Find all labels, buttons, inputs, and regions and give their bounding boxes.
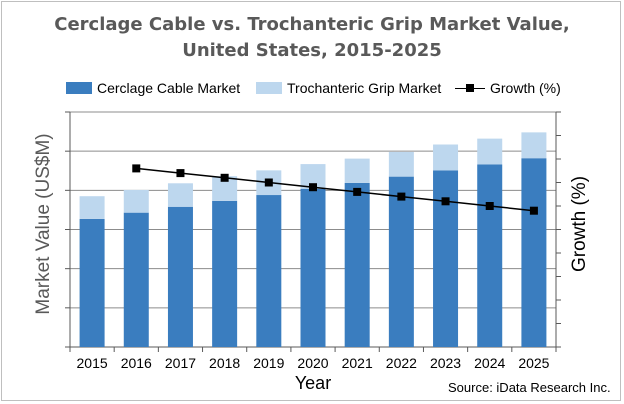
chart-title-line1: Cerclage Cable vs. Trochanteric Grip Mar… bbox=[54, 14, 570, 35]
bar-cerclage-2021 bbox=[344, 182, 370, 347]
x-tick-label-2016: 2016 bbox=[121, 355, 152, 371]
bar-cerclage-2017 bbox=[167, 206, 193, 347]
growth-marker bbox=[220, 173, 229, 182]
growth-marker bbox=[264, 178, 273, 187]
bar-cerclage-2025 bbox=[521, 158, 547, 347]
bar-cerclage-2020 bbox=[300, 188, 326, 347]
x-tick-label-2021: 2021 bbox=[342, 355, 373, 371]
legend-swatch-growth bbox=[455, 82, 485, 94]
growth-marker bbox=[176, 169, 185, 178]
growth-marker bbox=[309, 183, 317, 192]
bar-trochanteric-2016 bbox=[123, 189, 149, 213]
bar-trochanteric-2024 bbox=[477, 138, 503, 165]
x-axis-label: Year bbox=[294, 373, 332, 393]
bar-trochanteric-2021 bbox=[344, 158, 370, 183]
bar-cerclage-2022 bbox=[388, 176, 414, 347]
chart-title-line2: United States, 2015-2025 bbox=[182, 40, 442, 61]
growth-marker bbox=[485, 202, 494, 210]
bar-trochanteric-2023 bbox=[433, 144, 459, 171]
growth-line bbox=[136, 167, 534, 212]
x-tick-label-2024: 2024 bbox=[474, 355, 505, 371]
legend-swatch-cerclage bbox=[66, 82, 92, 94]
bar-cerclage-2016 bbox=[123, 212, 149, 347]
bar-cerclage-2023 bbox=[433, 170, 459, 347]
x-tick-label-2018: 2018 bbox=[209, 355, 240, 371]
legend-label-cerclage: Cerclage Cable Market bbox=[97, 80, 241, 96]
source-note: Source: iData Research Inc. bbox=[448, 380, 611, 395]
legend-label-trochanteric: Trochanteric Grip Market bbox=[287, 80, 442, 96]
growth-marker bbox=[529, 206, 538, 215]
legend-swatch-trochanteric bbox=[256, 82, 282, 94]
growth-marker bbox=[441, 197, 450, 206]
legend-item-trochanteric: Trochanteric Grip Market bbox=[256, 80, 441, 96]
x-tick-label-2025: 2025 bbox=[518, 355, 549, 371]
bar-cerclage-2018 bbox=[212, 200, 238, 347]
x-tick-label-2017: 2017 bbox=[165, 355, 196, 371]
legend: Cerclage Cable Market Trochanteric Grip … bbox=[0, 80, 624, 98]
bar-trochanteric-2015 bbox=[79, 196, 105, 219]
bar-trochanteric-2025 bbox=[521, 132, 547, 159]
growth-marker bbox=[397, 192, 406, 201]
growth-marker bbox=[132, 164, 141, 173]
growth-marker bbox=[353, 187, 362, 196]
bar-cerclage-2024 bbox=[477, 164, 503, 347]
x-tick-label-2020: 2020 bbox=[297, 355, 328, 371]
x-tick-label-2022: 2022 bbox=[386, 355, 417, 371]
x-tick-label-2023: 2023 bbox=[430, 355, 461, 371]
bar-trochanteric-2022 bbox=[388, 151, 414, 177]
bar-cerclage-2015 bbox=[79, 218, 105, 347]
chart-title: Cerclage Cable vs. Trochanteric Grip Mar… bbox=[0, 12, 624, 64]
legend-item-growth: Growth (%) bbox=[455, 80, 561, 96]
x-tick-label-2019: 2019 bbox=[253, 355, 284, 371]
legend-label-growth: Growth (%) bbox=[490, 80, 561, 96]
x-tick-label-2015: 2015 bbox=[77, 355, 108, 371]
bar-cerclage-2019 bbox=[256, 195, 282, 347]
bar-trochanteric-2017 bbox=[167, 183, 193, 207]
legend-item-cerclage: Cerclage Cable Market bbox=[66, 80, 240, 96]
